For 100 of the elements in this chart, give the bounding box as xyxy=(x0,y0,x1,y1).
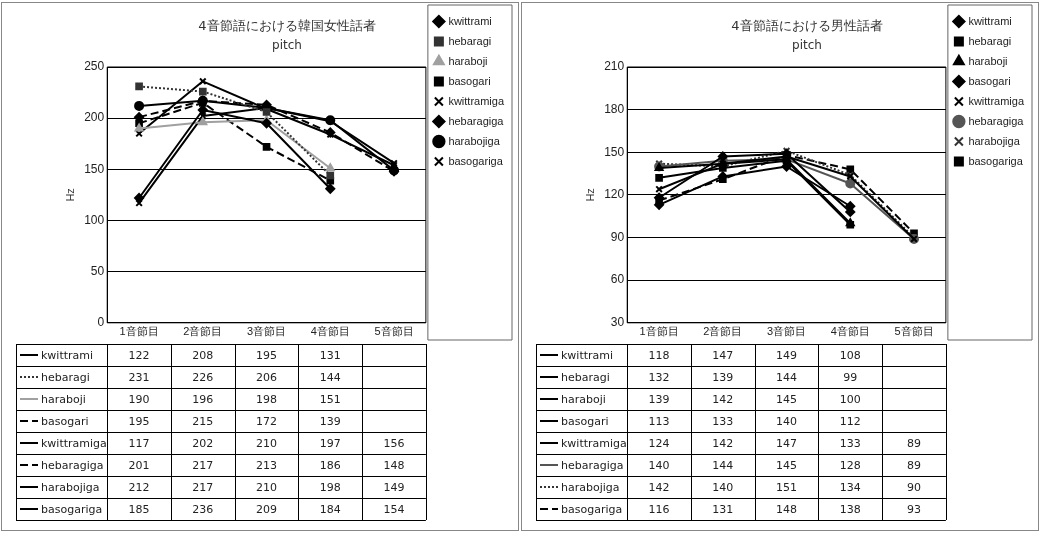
x-tick-label: 4音節目 xyxy=(830,325,870,338)
data-label: 196 xyxy=(192,392,214,406)
data-label: 198 xyxy=(256,392,278,406)
data-label: 140 xyxy=(776,414,798,428)
legend-label: haraboji xyxy=(448,54,488,67)
legend-label: basogariga xyxy=(968,154,1024,167)
data-label: 108 xyxy=(839,348,861,362)
data-label: 195 xyxy=(256,348,278,362)
legend-label: kwittramiga xyxy=(448,94,505,107)
data-label: 93 xyxy=(907,502,922,516)
data-label: 100 xyxy=(839,392,861,406)
data-label: 142 xyxy=(648,480,670,494)
data-label: 185 xyxy=(128,502,150,516)
data-label: 149 xyxy=(383,480,405,494)
data-label: 184 xyxy=(319,502,341,516)
x-tick-label: 1音節目 xyxy=(119,325,159,338)
data-label: 131 xyxy=(712,502,734,516)
data-label: 151 xyxy=(776,480,798,494)
legend-label: kwittramiga xyxy=(968,94,1025,107)
data-label: 172 xyxy=(256,414,278,428)
data-label: 133 xyxy=(712,414,734,428)
y-tick-label: 180 xyxy=(604,101,625,116)
data-label: 144 xyxy=(319,370,341,384)
data-label: 148 xyxy=(383,458,405,472)
text: basogari xyxy=(41,414,89,428)
text: hebaragiga xyxy=(561,458,624,472)
data-label: 144 xyxy=(776,370,798,384)
data-label: 142 xyxy=(712,436,734,450)
data-label: 195 xyxy=(128,414,150,428)
text: hebaragi xyxy=(41,370,90,384)
data-label: 198 xyxy=(319,480,341,494)
y-tick-label: 0 xyxy=(97,315,105,330)
x-tick-label: 4音節目 xyxy=(310,325,350,338)
data-label: 139 xyxy=(319,414,341,428)
data-label: 209 xyxy=(256,502,278,516)
y-tick-label: 90 xyxy=(610,229,625,244)
data-label: 231 xyxy=(128,370,150,384)
text: hebaragiga xyxy=(41,458,104,472)
text: kwittrami xyxy=(968,14,1012,27)
data-label: 89 xyxy=(907,458,922,472)
data-label: 142 xyxy=(712,392,734,406)
data-label: 89 xyxy=(907,436,922,450)
data-label: 210 xyxy=(256,480,278,494)
data-label: 212 xyxy=(128,480,150,494)
chart-subtitle: pitch xyxy=(792,37,822,52)
y-tick-label: 150 xyxy=(604,144,625,159)
data-label: 190 xyxy=(128,392,150,406)
data-label: 147 xyxy=(712,348,734,362)
data-label: 197 xyxy=(319,436,341,450)
data-label: 202 xyxy=(192,436,214,450)
data-label: 151 xyxy=(319,392,341,406)
chart-title: 4音節語における男性話者 xyxy=(731,18,883,34)
y-axis-title: Hz xyxy=(63,188,76,202)
data-label: 112 xyxy=(839,414,861,428)
data-label: 134 xyxy=(839,480,861,494)
data-label: 140 xyxy=(712,480,734,494)
data-label: 201 xyxy=(128,458,150,472)
x-tick-label: 2音節目 xyxy=(703,325,743,338)
data-label: 145 xyxy=(776,392,798,406)
y-tick-label: 250 xyxy=(84,59,105,74)
x-tick-label: 5音節目 xyxy=(374,325,414,338)
legend-label: basogari xyxy=(968,74,1011,87)
data-label: 145 xyxy=(776,458,798,472)
text: basogari xyxy=(561,414,609,428)
legend-label: harabojiga xyxy=(448,134,501,147)
chart-title: 4音節語における韓国女性話者 xyxy=(198,18,376,34)
data-label: 124 xyxy=(648,436,670,450)
data-label: 154 xyxy=(383,502,405,516)
data-label: 117 xyxy=(128,436,150,450)
text: haraboji xyxy=(561,392,606,406)
data-label: 131 xyxy=(319,348,341,362)
data-label: 138 xyxy=(839,502,861,516)
legend-label: hebaragiga xyxy=(448,114,505,127)
data-label: 132 xyxy=(648,370,670,384)
data-label: 186 xyxy=(319,458,341,472)
y-tick-label: 60 xyxy=(610,272,625,287)
text: kwittrami xyxy=(41,348,94,362)
legend-label: haraboji xyxy=(968,54,1008,67)
legend-label: hebaragi xyxy=(448,34,492,47)
data-label: 139 xyxy=(712,370,734,384)
data-label: 149 xyxy=(776,348,798,362)
y-tick-label: 210 xyxy=(604,59,625,74)
legend-label: hebaragi xyxy=(561,370,610,384)
data-label: 217 xyxy=(192,480,214,494)
data-label: 226 xyxy=(192,370,214,384)
legend-label: hebaragiga xyxy=(968,114,1025,127)
text: kwittramiga xyxy=(561,436,627,450)
data-label: 116 xyxy=(648,502,670,516)
data-label: 133 xyxy=(839,436,861,450)
data-label: 210 xyxy=(256,436,278,450)
text: basogariga xyxy=(561,502,623,516)
text: harabojiga xyxy=(561,480,620,494)
y-tick-label: 100 xyxy=(84,212,105,227)
data-label: 206 xyxy=(256,370,278,384)
x-tick-label: 5音節目 xyxy=(894,325,934,338)
text: basogariga xyxy=(41,502,103,516)
data-label: 148 xyxy=(776,502,798,516)
text: haraboji xyxy=(41,392,86,406)
x-tick-label: 3音節目 xyxy=(766,325,807,338)
text: kwittramiga xyxy=(41,436,107,450)
